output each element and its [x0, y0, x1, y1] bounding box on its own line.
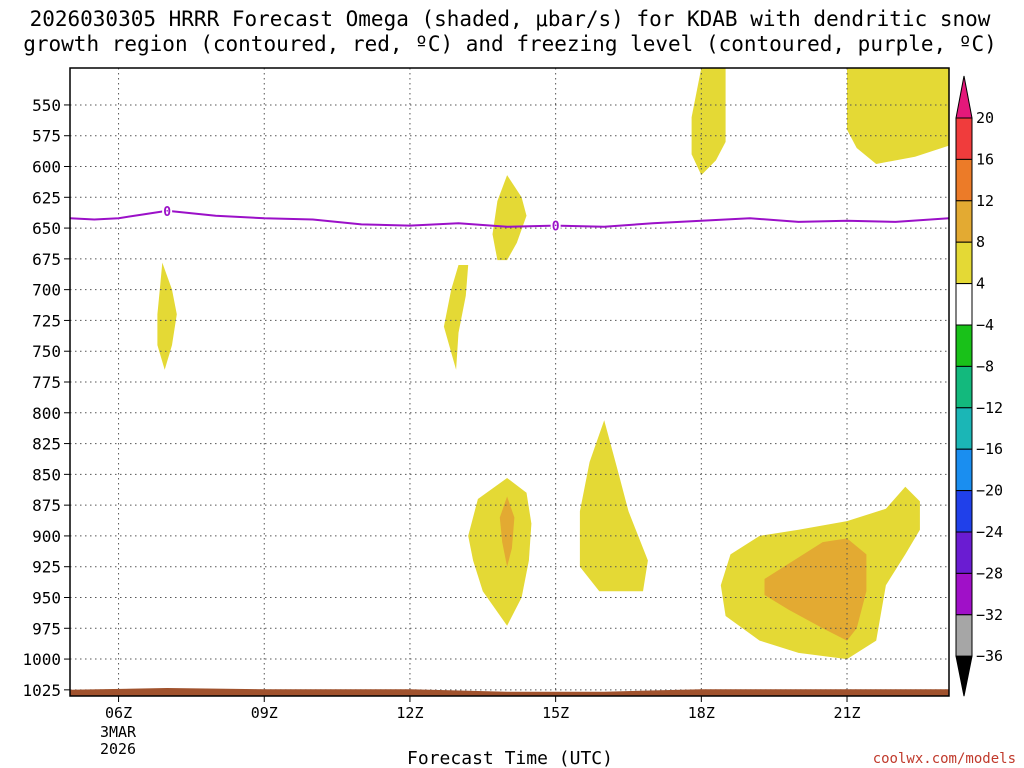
colorbar-segment	[955, 531, 973, 574]
colorbar-label: −24	[976, 523, 1003, 541]
y-tick-label: 775	[32, 373, 61, 392]
colorbar-segment	[955, 117, 973, 160]
plot-area: 00	[70, 68, 949, 696]
colorbar-label: 16	[976, 150, 994, 168]
y-tick-label: 675	[32, 250, 61, 269]
y-tick-label: 550	[32, 96, 61, 115]
omega-region-4-8	[468, 478, 532, 626]
colorbar-label: −36	[976, 647, 1003, 665]
y-tick-label: 900	[32, 527, 61, 546]
y-tick-label: 600	[32, 158, 61, 177]
colorbar-label: 4	[976, 275, 985, 293]
omega-region-4-8	[157, 262, 177, 370]
terrain-layer	[70, 688, 949, 696]
y-tick-label: 575	[32, 127, 61, 146]
omega-shading-layer	[157, 68, 949, 660]
terrain-fill	[70, 688, 949, 696]
chart-title-line-2: growth region (contoured, red, ºC) and f…	[23, 32, 997, 56]
freezing-level-label: 0	[163, 205, 171, 220]
colorbar-label: −12	[976, 399, 1003, 417]
date-label-year: 2026	[100, 740, 136, 758]
colorbar-segment	[955, 407, 973, 450]
freezing-level-line	[70, 209, 949, 228]
omega-region-4-8	[847, 68, 949, 164]
chart-title-line-1: 2026030305 HRRR Forecast Omega (shaded, …	[30, 7, 991, 31]
x-tick-label: 21Z	[833, 704, 860, 722]
colorbar-segment	[955, 241, 973, 285]
date-label-day: 3MAR	[100, 723, 137, 741]
omega-region-4-8	[579, 420, 648, 592]
colorbar-segment	[955, 614, 973, 657]
y-tick-label: 875	[32, 496, 61, 515]
colorbar-segment	[955, 158, 973, 202]
x-tick-label: 15Z	[542, 704, 569, 722]
y-tick-label: 800	[32, 404, 61, 423]
y-tick-label: 925	[32, 558, 61, 577]
colorbar-label: −20	[976, 482, 1003, 500]
y-tick-label: 950	[32, 588, 61, 607]
colorbar-label: 8	[976, 233, 985, 251]
freezing-level-label-bg	[550, 218, 561, 233]
colorbar-label: −16	[976, 440, 1003, 458]
freezing-level-label-bg	[162, 203, 173, 218]
y-tick-label: 650	[32, 219, 61, 238]
x-tick-label: 09Z	[251, 704, 278, 722]
y-tick-label: 825	[32, 435, 61, 454]
y-axis: 550 575 600 625 650 675 700 725 750 775 800 825 850 8…	[22, 96, 70, 700]
colorbar-bottom-arrow	[955, 655, 973, 697]
omega-region-4-8	[492, 175, 527, 261]
colorbar-segment	[955, 448, 973, 492]
y-tick-label: 850	[32, 465, 61, 484]
y-tick-label: 750	[32, 342, 61, 361]
colorbar-label: 20	[976, 109, 994, 127]
y-tick-label: 975	[32, 619, 61, 638]
x-axis-label: Forecast Time (UTC)	[407, 748, 613, 768]
y-tick-label: 1025	[22, 681, 61, 700]
omega-region-4-8	[443, 265, 469, 370]
omega-region-8-12	[499, 496, 515, 567]
freezing-level-layer: 00	[70, 203, 949, 235]
colorbar-segment	[955, 200, 973, 243]
colorbar-segment	[955, 283, 973, 326]
omega-region-8-12	[764, 538, 867, 641]
freezing-level-label: 0	[552, 220, 560, 235]
y-tick-label: 725	[32, 311, 61, 330]
colorbar-segment	[955, 365, 973, 409]
colorbar-segment	[955, 490, 973, 533]
x-axis: 06Z 09Z 12Z 15Z 18Z 21Z	[105, 696, 861, 722]
colorbar: 20 16 12 8 4 −4 −8 −12 −16 −20 −24 −28 −32 −36	[955, 75, 1003, 697]
colorbar-segment	[955, 324, 973, 367]
omega-region-4-8	[691, 68, 726, 176]
colorbar-label: −32	[976, 606, 1003, 624]
y-tick-label: 625	[32, 188, 61, 207]
x-tick-label: 18Z	[688, 704, 715, 722]
x-tick-label: 06Z	[105, 704, 132, 722]
x-tick-label: 12Z	[396, 704, 423, 722]
colorbar-label: −8	[976, 357, 994, 375]
colorbar-segment	[955, 572, 973, 616]
y-tick-label: 700	[32, 281, 61, 300]
colorbar-label: −4	[976, 316, 994, 334]
credit-text: coolwx.com/models	[873, 751, 1016, 767]
y-tick-label: 1000	[22, 650, 61, 669]
colorbar-label: 12	[976, 192, 994, 210]
colorbar-label: −28	[976, 564, 1003, 582]
